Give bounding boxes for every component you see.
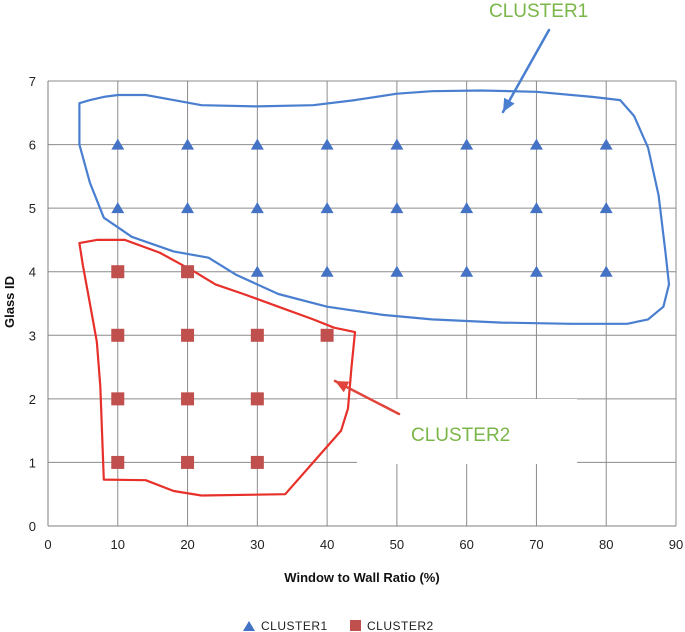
- cluster2-point-4: [250, 328, 264, 342]
- x-tick-label-0: 0: [44, 537, 51, 552]
- cluster2-point-7: [181, 392, 195, 406]
- cluster2-arrow-head: [335, 381, 350, 393]
- x-tick-label-1: 10: [111, 537, 125, 552]
- y-axis-title: Glass ID: [2, 276, 17, 328]
- cluster1-outline: [78, 89, 671, 325]
- axes: [47, 81, 676, 527]
- cluster2-point-9: [111, 455, 125, 469]
- cluster1-point-3: [320, 138, 334, 150]
- legend: CLUSTER1 CLUSTER2: [243, 619, 434, 632]
- cluster1-arrow-shaft: [501, 28, 551, 114]
- cluster2-annotation: CLUSTER2: [411, 425, 510, 446]
- cluster2-point-8: [250, 392, 264, 406]
- cluster1-point-8: [111, 202, 125, 214]
- cluster1-point-7: [599, 138, 613, 150]
- cluster1-point-18: [390, 265, 404, 277]
- cluster2-point-2: [111, 328, 125, 342]
- cluster1-point-13: [460, 202, 474, 214]
- cluster1-point-16: [250, 265, 264, 277]
- y-tick-label-3: 3: [29, 328, 36, 343]
- x-tick-label-2: 20: [180, 537, 194, 552]
- x-tick-label-6: 60: [459, 537, 473, 552]
- cluster1-arrow-head: [503, 97, 515, 112]
- cluster2-label-background: [357, 399, 577, 464]
- cluster1-point-19: [460, 265, 474, 277]
- y-tick-label-4: 4: [29, 265, 36, 280]
- cluster2-point-10: [181, 455, 195, 469]
- cluster1-annotation: CLUSTER1: [489, 1, 588, 22]
- legend-item-cluster1: CLUSTER1: [243, 619, 328, 632]
- cluster1-point-12: [390, 202, 404, 214]
- y-tick-label-7: 7: [29, 74, 36, 89]
- cluster2-point-5: [320, 328, 334, 342]
- x-axis-title: Window to Wall Ratio (%): [284, 570, 439, 585]
- y-tick-label-2: 2: [29, 392, 36, 407]
- y-tick-label-6: 6: [29, 138, 36, 153]
- cluster2-outline: [78, 238, 357, 497]
- y-tick-label-0: 0: [29, 519, 36, 534]
- legend-triangle-marker: [243, 621, 255, 631]
- x-tick-label-5: 50: [390, 537, 404, 552]
- legend-label-cluster2: CLUSTER2: [367, 619, 434, 632]
- cluster1-point-10: [250, 202, 264, 214]
- cluster2-point-3: [181, 328, 195, 342]
- cluster1-point-17: [320, 265, 334, 277]
- cluster1-point-11: [320, 202, 334, 214]
- cluster1-point-4: [390, 138, 404, 150]
- x-tick-label-7: 70: [529, 537, 543, 552]
- legend-label-cluster1: CLUSTER1: [261, 619, 328, 632]
- x-tick-label-4: 40: [320, 537, 334, 552]
- cluster2-arrow: [333, 379, 401, 416]
- x-tick-label-3: 30: [250, 537, 264, 552]
- x-tick-label-9: 90: [669, 537, 683, 552]
- cluster1-arrow: [501, 28, 551, 114]
- cluster1-point-0: [111, 138, 125, 150]
- cluster1-point-15: [599, 202, 613, 214]
- cluster1-point-21: [599, 265, 613, 277]
- annotations: CLUSTER1 CLUSTER2: [333, 1, 588, 464]
- cluster1-point-14: [529, 202, 543, 214]
- tick-labels: 0 10 20 30 40 50 60 70 80 90 0 1 2 3 4 5 6 7: [29, 74, 683, 552]
- cluster2-point-0: [111, 265, 125, 279]
- y-tick-label-5: 5: [29, 201, 36, 216]
- cluster-outlines: [78, 89, 671, 497]
- cluster1-point-5: [460, 138, 474, 150]
- cluster1-point-20: [529, 265, 543, 277]
- cluster2-point-6: [111, 392, 125, 406]
- cluster1-point-9: [181, 202, 195, 214]
- x-tick-label-8: 80: [599, 537, 613, 552]
- legend-square-marker: [350, 620, 361, 631]
- cluster1-point-1: [181, 138, 195, 150]
- cluster2-point-11: [250, 455, 264, 469]
- legend-item-cluster2: CLUSTER2: [350, 619, 434, 632]
- y-tick-label-1: 1: [29, 455, 36, 470]
- cluster1-point-6: [529, 138, 543, 150]
- cluster2-point-1: [181, 265, 195, 279]
- cluster1-point-2: [250, 138, 264, 150]
- data-points: [111, 138, 613, 469]
